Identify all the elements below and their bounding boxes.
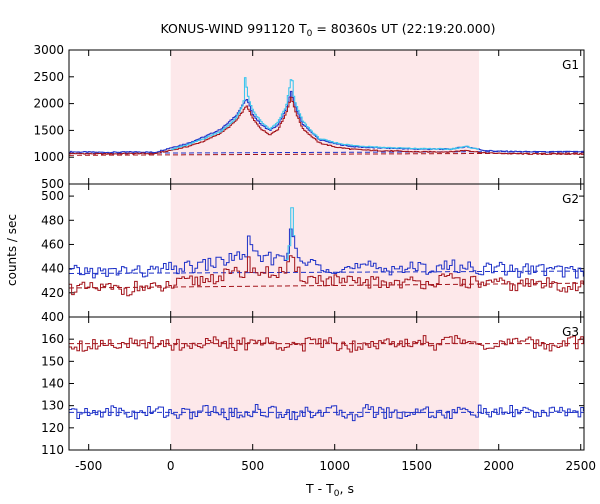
y-tick-label: 150 (41, 354, 64, 368)
y-tick-label: 3000 (33, 43, 64, 57)
x-tick-label: 0 (167, 459, 175, 473)
y-tick-label: 2000 (33, 97, 64, 111)
panel-frame (68, 316, 585, 451)
y-tick-label: 1000 (33, 150, 64, 164)
series-blue-curve (69, 90, 584, 154)
chart-title-subscript: 0 (307, 29, 313, 39)
y-tick-label: 460 (41, 237, 64, 251)
x-tick-label: 2000 (483, 459, 514, 473)
y-tick-label: 1500 (33, 123, 64, 137)
x-axis-label-main: T - T (305, 481, 334, 496)
x-tick-label: 1000 (319, 459, 350, 473)
x-tick-label: 1500 (401, 459, 432, 473)
y-tick-label: 140 (41, 377, 64, 391)
series-cyan-curve (170, 77, 480, 151)
chart-title-rest: = 80360s UT (22:19:20.000) (312, 21, 495, 36)
y-tick-label: 110 (41, 443, 64, 457)
y-tick-label: 500 (41, 189, 64, 203)
panel-label: G3 (562, 325, 579, 339)
panel-label: G1 (562, 58, 579, 72)
chart-title-main: KONUS-WIND 991120 T (160, 21, 306, 36)
background-fit-blue (68, 270, 585, 274)
series-red-curve (69, 335, 584, 353)
y-tick-label: 400 (41, 310, 64, 324)
y-tick-label: 420 (41, 286, 64, 300)
x-tick-label: -500 (75, 459, 102, 473)
y-tick-label: 440 (41, 262, 64, 276)
panel-g1: 500 1000 1500 2000 2500 3000 G1 (33, 43, 585, 191)
y-axis-label: counts / sec (5, 214, 19, 286)
background-fit-blue (68, 150, 585, 154)
x-tick-label: 2500 (565, 459, 596, 473)
y-tick-label: 160 (41, 332, 64, 346)
y-tick-label: 120 (41, 421, 64, 435)
series-blue-curve (69, 403, 584, 422)
series-red-curve (69, 96, 584, 156)
panel-g3: 110 120 130 140 150 160 G3 (41, 316, 585, 457)
panel-label: G2 (562, 192, 579, 206)
background-fit-red (68, 152, 585, 156)
x-axis-label-subscript: 0 (334, 489, 340, 499)
highlight-interval (170, 50, 480, 450)
series-cyan-curve (285, 207, 296, 260)
y-tick-label: 130 (41, 399, 64, 413)
y-tick-label: 500 (41, 177, 64, 191)
x-axis-label: T - T0, s (305, 481, 354, 499)
x-axis-label-rest: , s (340, 481, 354, 496)
y-tick-label: 2500 (33, 70, 64, 84)
x-tick-label: 500 (241, 459, 264, 473)
series-red-curve (69, 255, 584, 297)
y-tick-label: 480 (41, 213, 64, 227)
plot-layer: 50010001500200025003000G1400420440460480… (33, 43, 596, 473)
series-blue-curve (69, 228, 584, 279)
chart-title: KONUS-WIND 991120 T0 = 80360s UT (22:19:… (160, 21, 495, 39)
